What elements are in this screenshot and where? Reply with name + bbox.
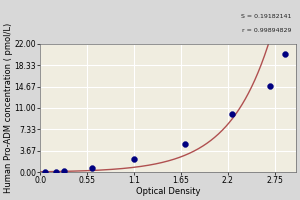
Text: S = 0.19182141: S = 0.19182141 [241, 14, 291, 19]
Point [183, 143, 188, 146]
Y-axis label: Human Pro-ADM concentration ( pmol/L): Human Pro-ADM concentration ( pmol/L) [4, 23, 13, 193]
Point [132, 158, 136, 161]
Point [89, 167, 94, 170]
X-axis label: Optical Density: Optical Density [136, 187, 200, 196]
Point [268, 84, 273, 87]
Point [53, 170, 58, 173]
Point [230, 112, 234, 115]
Text: r = 0.99894829: r = 0.99894829 [242, 28, 291, 33]
Point [42, 171, 47, 174]
Point [62, 169, 67, 172]
Point [282, 53, 287, 56]
